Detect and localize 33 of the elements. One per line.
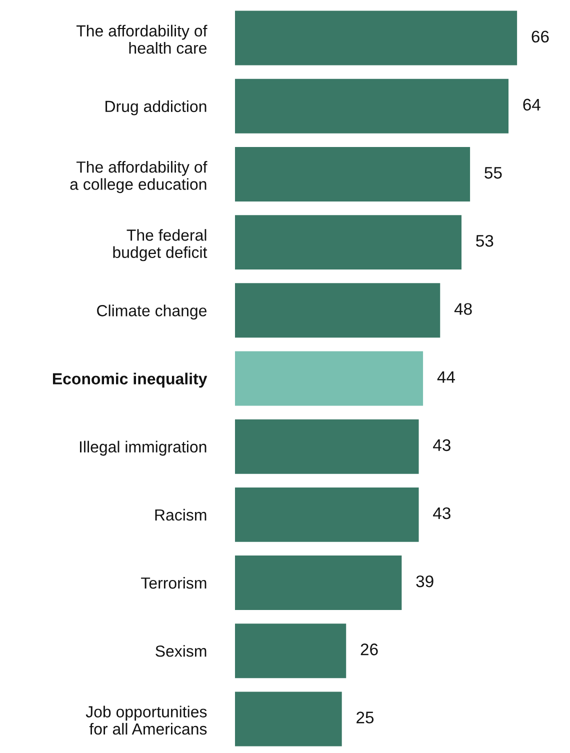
bar — [235, 283, 440, 338]
bar — [235, 692, 342, 746]
data-label: 53 — [476, 234, 494, 247]
y-tick-label: Racism — [155, 508, 206, 521]
bar — [235, 10, 518, 66]
bar — [235, 215, 462, 270]
bar — [235, 351, 424, 406]
data-label: 26 — [360, 644, 378, 656]
y-tick-label: Terrorism — [141, 576, 206, 589]
y-tick-label: Drug addiction — [106, 100, 206, 116]
data-label: 43 — [433, 439, 450, 452]
bar — [235, 146, 470, 202]
y-tick-label: The federal budget deficit — [113, 229, 208, 262]
y-tick-label: The affordability of health care — [76, 24, 208, 54]
data-label: 39 — [416, 575, 434, 588]
data-label: 25 — [356, 712, 374, 724]
y-tick-label: Economic inequality — [52, 372, 208, 388]
bar — [235, 78, 509, 134]
data-label: 66 — [532, 30, 549, 43]
data-label: 44 — [437, 371, 455, 383]
bar — [235, 556, 402, 610]
y-tick-label: The affordability of a college education — [70, 160, 208, 194]
y-tick-label: Climate change — [97, 304, 207, 320]
data-label: 55 — [484, 167, 502, 179]
data-label: 64 — [523, 98, 540, 111]
y-tick-label: Sexism — [156, 645, 206, 657]
bar — [235, 487, 419, 542]
y-tick-label: Job opportunities for all Americans — [86, 706, 207, 735]
data-label: 48 — [454, 303, 472, 315]
data-label: 43 — [433, 507, 450, 520]
y-tick-label: Illegal immigration — [80, 440, 206, 456]
bar — [235, 419, 419, 474]
bar — [235, 624, 346, 678]
